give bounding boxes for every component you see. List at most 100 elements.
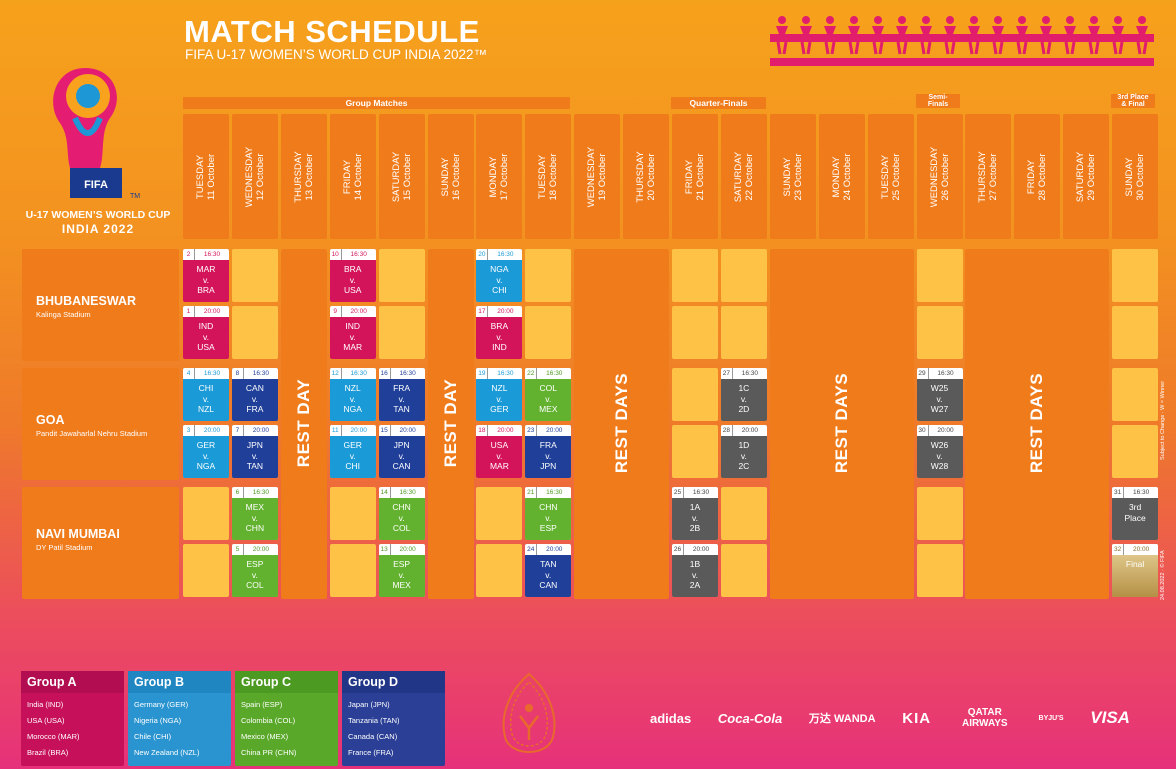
day-date: 17 October <box>499 153 511 200</box>
match-number: 17 <box>476 306 489 317</box>
team-2: CHI <box>492 285 507 295</box>
versus: v. <box>545 393 552 404</box>
versus: v. <box>936 393 943 404</box>
day-header: WEDNESDAY 19 October <box>574 114 621 239</box>
mascot-emblem-icon <box>502 672 556 753</box>
group-c-box: Group C Spain (ESP) Colombia (COL) Mexic… <box>235 671 338 766</box>
match-card: 1 20:00 IND v. USA <box>183 306 229 359</box>
day-name: SATURDAY <box>732 151 744 202</box>
match-time: 16:30 <box>497 370 514 377</box>
day-name: MONDAY <box>830 156 842 197</box>
day-name: SUNDAY <box>781 157 793 196</box>
day-date: 29 October <box>1086 153 1098 201</box>
match-card: 6 16:30 MEX v. CHN <box>231 487 278 540</box>
empty-slot <box>1112 249 1159 302</box>
team-2: TAN <box>246 461 264 471</box>
versus: v. <box>496 274 503 285</box>
empty-slot <box>916 306 963 359</box>
team-1: TAN <box>540 559 557 569</box>
team-1: W26 <box>930 440 949 450</box>
day-date: 22 October <box>743 153 755 201</box>
venue-bhubaneswar: BHUBANESWAR Kalinga Stadium <box>22 249 179 361</box>
match-time: 20:00 <box>252 427 270 434</box>
day-header: MONDAY 17 October <box>476 114 523 239</box>
rest-band <box>280 249 327 599</box>
sponsor-logo: KIA <box>902 709 932 727</box>
group-b-title: Group B <box>128 671 231 693</box>
day-name: TUESDAY <box>537 154 549 199</box>
team-2: NGA <box>343 404 362 414</box>
team-2: 2D <box>738 404 750 414</box>
rest-label: REST DAY <box>293 378 313 468</box>
team-2: CHI <box>345 461 360 471</box>
versus: Place <box>1124 512 1146 523</box>
logo-line1: U-17 WOMEN’S WORLD CUP <box>25 209 171 221</box>
day-name: SATURDAY <box>390 151 402 202</box>
match-card: 14 16:30 CHN v. COL <box>378 487 425 540</box>
match-card: 25 16:30 1A v. 2B <box>672 487 718 540</box>
team-2: CAN <box>392 461 411 471</box>
team: Mexico (MEX) <box>241 732 289 741</box>
day-header: SATURDAY 29 October <box>1063 114 1110 239</box>
day-date: 20 October <box>646 153 658 200</box>
empty-slot <box>672 425 718 478</box>
match-time: 16:30 <box>350 370 367 377</box>
match-card: 27 16:30 1C v. 2D <box>720 368 767 421</box>
team-2: BRA <box>197 285 215 295</box>
match-number: 19 <box>476 368 489 379</box>
venue-name: NAVI MUMBAI <box>36 527 120 541</box>
day-name: SATURDAY <box>1075 151 1087 202</box>
match-time: 20:00 <box>937 427 954 434</box>
day-name: SUNDAY <box>1124 157 1136 196</box>
day-header: FRIDAY 14 October <box>329 114 376 239</box>
versus: v. <box>496 393 503 404</box>
team-2: ESP <box>539 523 557 533</box>
match-time: 20:00 <box>399 427 416 434</box>
team-1: ESP <box>393 559 411 569</box>
empty-slot <box>525 249 572 302</box>
team-2: NZL <box>197 404 215 414</box>
match-card: 20 16:30 NGA v. CHI <box>476 249 523 302</box>
empty-slot <box>916 544 963 597</box>
day-date: 23 October <box>792 153 804 200</box>
versus: v. <box>740 393 747 404</box>
match-card: 8 16:30 CAN v. FRA <box>231 368 278 421</box>
versus: v. <box>251 393 258 404</box>
versus: v. <box>251 450 258 461</box>
day-name: WEDNESDAY <box>928 146 940 207</box>
team: India (IND) <box>27 700 64 709</box>
versus: v. <box>349 331 356 342</box>
side-note-text: 24.08.2022 · © FIFA <box>1160 550 1166 600</box>
team-2: MEX <box>539 404 558 414</box>
team: Spain (ESP) <box>241 700 283 709</box>
match-time: 20:00 <box>350 308 367 315</box>
day-date: 16 October <box>450 153 462 200</box>
day-header: TUESDAY 18 October <box>525 114 572 239</box>
match-time: 16:30 <box>252 489 270 496</box>
match-card: 10 16:30 BRA v. USA <box>329 249 376 302</box>
sponsor-logo: 万达 WANDA <box>808 713 876 725</box>
team-1: MAR <box>196 264 216 274</box>
versus: v. <box>398 393 405 404</box>
day-name: FRIDAY <box>341 159 353 194</box>
team-1: NZL <box>344 383 361 393</box>
versus: v. <box>251 512 258 523</box>
day-header: SATURDAY 22 October <box>720 114 767 239</box>
match-card: 30 20:00 W26 v. W28 <box>916 425 963 478</box>
day-date: 24 October <box>841 153 853 200</box>
team-2: NGA <box>196 461 216 471</box>
team: Brazil (BRA) <box>27 748 69 757</box>
match-number: 1 <box>183 306 195 317</box>
sponsor-logo: QATAR AIRWAYS <box>962 707 1008 729</box>
empty-slot <box>378 306 425 359</box>
rest-band <box>427 249 474 599</box>
sponsor-logo: Coca-Cola <box>717 710 783 726</box>
match-time: 20:00 <box>1132 546 1150 553</box>
team-1: BRA <box>490 321 509 331</box>
match-number: 4 <box>183 368 195 379</box>
group-c-title: Group C <box>235 671 338 693</box>
match-time: 16:30 <box>399 370 416 377</box>
match-card: 13 20:00 ESP v. MEX <box>378 544 425 597</box>
match-time: 20:00 <box>692 546 710 553</box>
team-1: CHN <box>392 502 411 512</box>
